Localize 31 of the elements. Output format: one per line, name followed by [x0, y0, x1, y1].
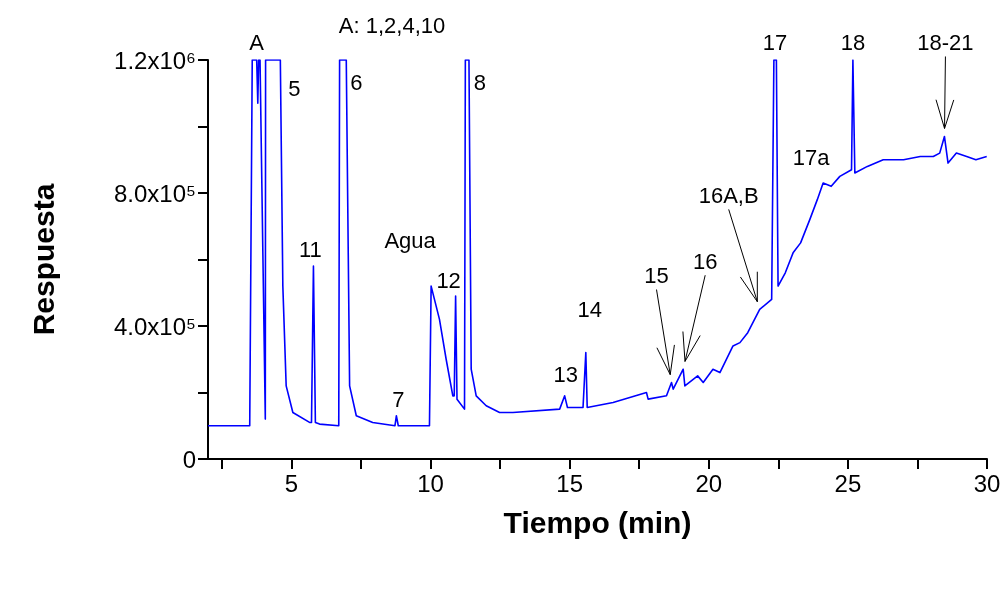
annotation: 16: [692, 248, 718, 274]
annotation: 17: [762, 29, 788, 55]
x-tick-label: 15: [556, 469, 584, 497]
annotation: 7: [392, 387, 405, 413]
annotation: 11: [299, 236, 322, 262]
y-tick-label: 4.0x10⁵: [113, 312, 196, 340]
line-series: [207, 59, 988, 427]
annotation: 16A,B: [698, 182, 759, 208]
y-tick-label: 0: [182, 445, 196, 473]
y-tick-label: 1.2x10⁶: [114, 46, 196, 74]
annotation: 12: [436, 267, 461, 293]
annotation: 18: [840, 29, 866, 55]
annotation: 18-21: [917, 29, 974, 55]
annotation: 13: [553, 362, 578, 388]
annotation: Agua: [384, 227, 437, 253]
annotation: A: [249, 29, 265, 55]
x-tick-label: 10: [417, 469, 444, 497]
x-tick-label: 5: [284, 469, 299, 497]
x-tick-label: 30: [973, 469, 1001, 497]
x-axis-title: Tiempo (min): [503, 505, 692, 539]
annotation: 6: [350, 69, 363, 95]
annotation: 8: [473, 69, 487, 95]
y-axis-title: Respuesta: [26, 183, 60, 336]
annotation: 15: [644, 263, 669, 289]
x-tick-label: 20: [695, 469, 723, 497]
y-tick-label: 8.0x10⁵: [113, 179, 196, 207]
x-tick-label: 25: [834, 469, 862, 497]
text: A: 1,2,4,10: [338, 12, 446, 38]
annotation: 5: [288, 75, 301, 101]
annotation: 17a: [792, 144, 831, 170]
annotation: 14: [577, 297, 603, 323]
